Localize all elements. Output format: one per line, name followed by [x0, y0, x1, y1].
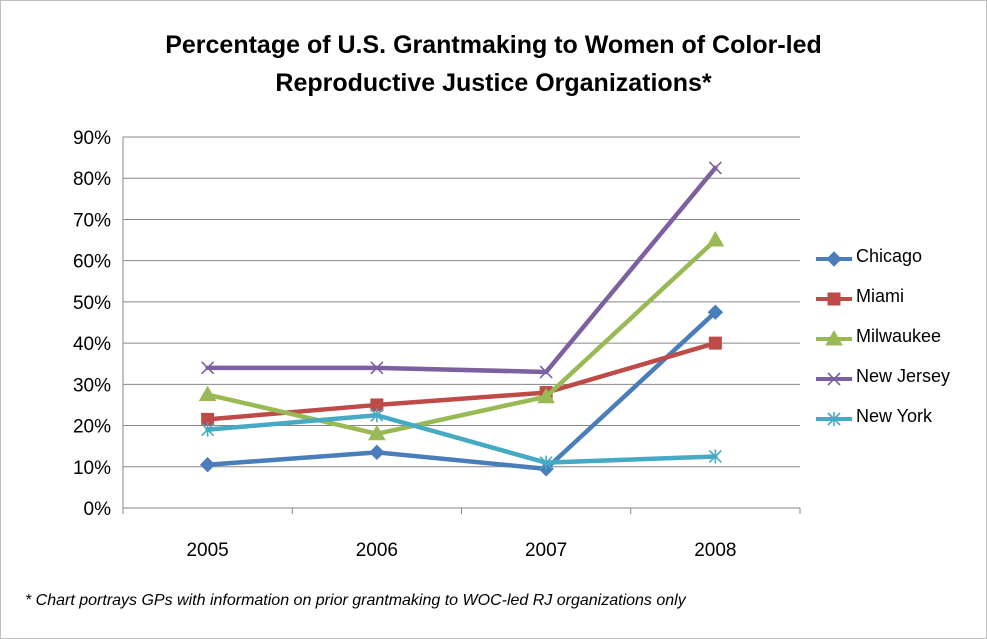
chart-title-line1: Percentage of U.S. Grantmaking to Women …	[165, 31, 822, 59]
legend-key-marker	[827, 412, 841, 426]
data-point	[708, 161, 722, 175]
legend-label: New York	[856, 406, 933, 426]
y-tick-label: 30%	[73, 375, 111, 396]
data-point	[708, 336, 722, 350]
marker-stroke	[827, 372, 841, 386]
data-point	[708, 449, 722, 464]
legend-key	[816, 329, 852, 346]
chart-title-line2: Reproductive Justice Organizations*	[275, 69, 712, 97]
marker-stroke	[201, 361, 215, 375]
legend-key	[816, 292, 852, 306]
y-tick-label: 60%	[73, 252, 111, 273]
legend-key-marker	[827, 292, 841, 306]
data-point	[368, 424, 386, 441]
data-point	[539, 365, 553, 379]
marker-stroke	[708, 161, 722, 175]
y-tick-label: 80%	[73, 169, 111, 190]
series-line-milwaukee	[205, 237, 718, 437]
series-line-new-york	[205, 413, 718, 465]
x-tick-label: 2007	[525, 540, 567, 561]
legend-key-marker	[827, 372, 841, 386]
y-tick-label: 10%	[73, 458, 111, 479]
data-point	[537, 387, 555, 404]
legend-key	[816, 372, 852, 386]
y-tick-label: 70%	[73, 210, 111, 231]
legend-label: Milwaukee	[856, 326, 942, 346]
chart-footnote: * Chart portrays GPs with information on…	[25, 592, 686, 609]
y-tick-label: 50%	[73, 293, 111, 314]
x-tick-label: 2005	[186, 540, 228, 561]
data-point	[369, 444, 385, 461]
data-point	[707, 304, 724, 320]
legend-label: Miami	[856, 286, 904, 306]
data-point	[201, 361, 215, 375]
data-point	[706, 231, 725, 247]
data-point	[198, 385, 217, 402]
legend-label: Chicago	[856, 246, 923, 266]
y-tick-label: 20%	[73, 417, 111, 438]
y-tick-label: 0%	[84, 499, 112, 520]
series-line-chicago	[205, 309, 718, 472]
data-point	[539, 455, 553, 470]
legend-key-marker	[826, 251, 842, 267]
legend-label: New Jersey	[856, 366, 951, 386]
x-tick-label: 2006	[356, 540, 398, 561]
x-tick-label: 2008	[694, 540, 736, 561]
data-point	[201, 422, 215, 437]
y-tick-label: 90%	[73, 128, 111, 149]
data-point	[199, 457, 216, 473]
legend-key	[816, 412, 852, 426]
legend-key-marker	[825, 329, 843, 346]
series-line-new-jersey	[205, 165, 718, 375]
data-point	[370, 408, 384, 423]
marker-stroke	[370, 361, 384, 375]
marker-stroke	[539, 365, 553, 379]
data-point	[370, 361, 384, 375]
y-tick-label: 40%	[73, 334, 111, 355]
legend-key	[816, 251, 852, 267]
